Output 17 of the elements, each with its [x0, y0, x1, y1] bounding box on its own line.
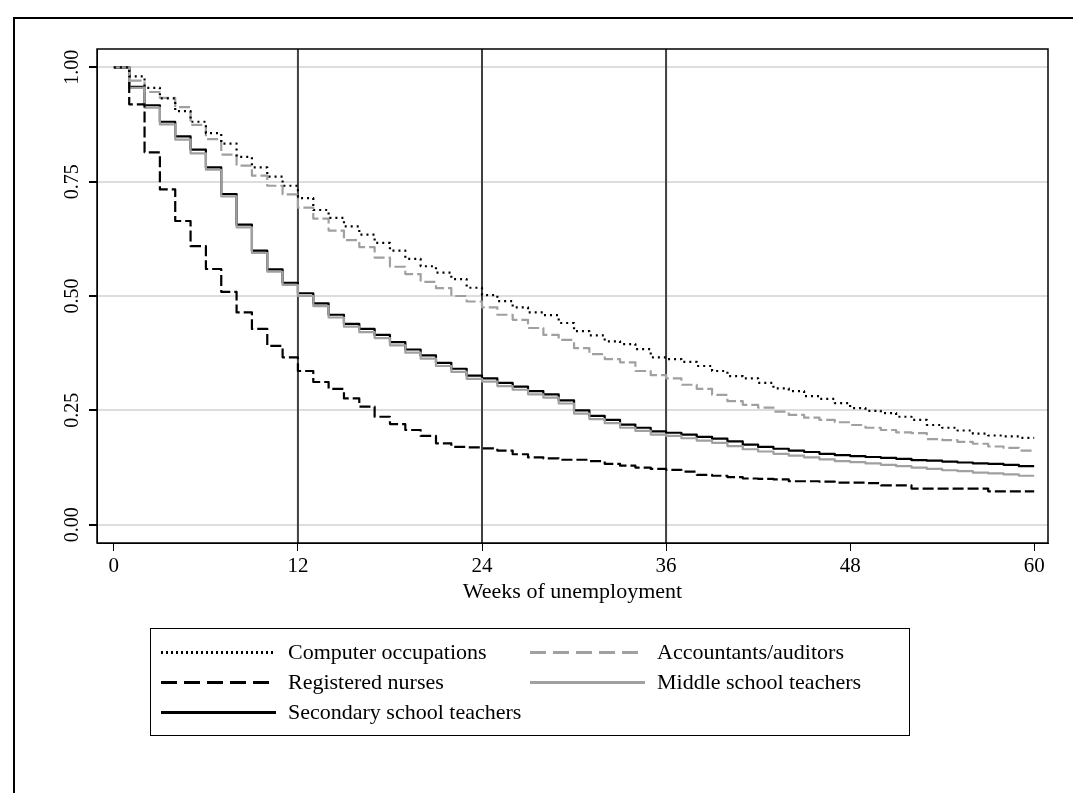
x-tick-label: 12: [287, 553, 309, 578]
x-axis-title: Weeks of unemployment: [462, 577, 683, 603]
x-tick-label: 60: [1023, 553, 1045, 578]
y-tick-label: 0.25: [60, 392, 83, 428]
x-tick-label: 0: [108, 553, 120, 578]
legend-label: Computer occupations: [288, 639, 487, 665]
legend-label: Middle school teachers: [657, 669, 862, 695]
x-tick-label: 24: [471, 553, 493, 578]
y-tick-label: 0.75: [60, 164, 83, 200]
legend-label: Secondary school teachers: [288, 699, 522, 725]
legend-label: Registered nurses: [288, 669, 444, 695]
legend-label: Accountants/auditors: [657, 639, 844, 665]
y-tick-label: 0.00: [60, 507, 83, 543]
x-tick-label: 48: [839, 553, 861, 578]
x-tick-label: 36: [655, 553, 677, 578]
y-tick-label: 1.00: [60, 49, 83, 85]
y-tick-label: 0.50: [60, 278, 83, 314]
